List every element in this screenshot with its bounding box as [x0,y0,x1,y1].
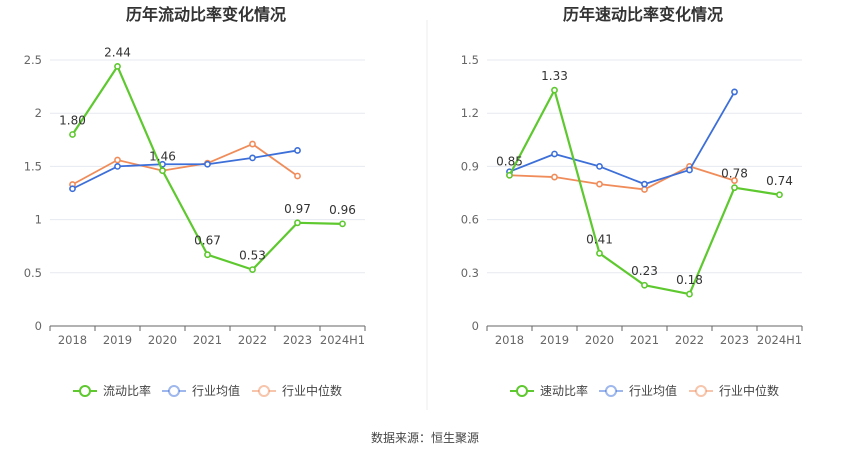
data-point [204,251,211,259]
chart-title: 历年速动比率变化情况 [563,5,723,24]
data-point [249,140,256,148]
x-tick-label: 2020 [585,333,614,347]
data-point [249,266,256,274]
data-point [159,167,166,175]
data-label: 1.46 [149,150,176,164]
legend-swatch-marker [516,385,528,397]
data-point [596,180,603,188]
y-tick-label: 0.9 [461,159,479,173]
data-label: 0.74 [766,174,793,188]
data-label: 1.80 [59,113,86,127]
x-tick-label: 2020 [148,333,177,347]
x-tick-label: 2021 [630,333,659,347]
y-tick-label: 1.5 [461,53,479,67]
data-point [641,180,648,188]
current-ratio-chart: 历年流动比率变化情况 0 0.5 1 1.5 2 2.5 2018 2019 2020 2021 20… [24,5,366,398]
data-label: 1.33 [541,69,568,83]
legend-swatch-marker [79,385,91,397]
legend-label: 行业均值 [629,383,677,398]
legend-label: 行业中位数 [282,383,342,398]
chart-title: 历年流动比率变化情况 [126,5,286,24]
x-tick-label: 2023 [283,333,312,347]
y-tick-label: 2 [35,106,42,120]
series-line-2 [72,143,299,186]
data-label: 0.67 [194,234,221,248]
data-point [551,150,558,158]
legend-label: 流动比率 [103,383,151,398]
data-label: 0.18 [676,273,703,287]
x-tick-label: 2024H1 [320,333,365,347]
data-point [506,171,513,179]
y-tick-label: 1 [35,213,42,227]
x-tick-label: 2024H1 [757,333,802,347]
legend-swatch-marker [695,385,707,397]
data-point [641,186,648,193]
x-tick-label: 2022 [675,333,704,347]
x-tick-label: 2018 [495,333,524,347]
y-tick-label: 0.6 [461,213,479,227]
y-tick-label: 1.2 [461,106,479,120]
data-label: 0.96 [329,203,356,217]
x-tick-label: 2018 [58,333,87,347]
data-label: 0.85 [496,154,523,168]
data-label: 0.53 [239,249,266,263]
data-label: 2.44 [104,45,131,59]
series-line-1 [509,91,736,186]
data-point [249,154,256,162]
y-tick-label: 0.3 [461,266,479,280]
data-point [731,184,738,192]
x-tick-label: 2023 [720,333,749,347]
data-point [641,281,648,289]
data-point [551,173,558,181]
data-point [596,162,603,170]
data-point [339,220,346,228]
data-point [114,162,121,170]
data-point [204,160,211,168]
legend-swatch-marker [258,385,270,397]
x-tick-label: 2022 [238,333,267,347]
data-label: 0.23 [631,264,658,278]
data-point [294,172,301,180]
data-point [596,249,603,257]
legend-label: 行业中位数 [719,383,779,398]
data-point [69,185,76,193]
source-label: 数据来源：恒生聚源 [371,430,479,445]
data-point [731,88,738,96]
y-tick-label: 0 [35,319,42,333]
x-tick-label: 2021 [193,333,222,347]
data-point [776,191,783,199]
data-label: 0.41 [586,232,613,246]
legend-label: 行业均值 [192,383,240,398]
x-tick-label: 2019 [103,333,132,347]
data-label: 0.78 [721,167,748,181]
y-tick-label: 0 [472,319,479,333]
legend-label: 速动比率 [540,383,588,398]
legend-swatch-marker [605,385,617,397]
series-line-1 [72,149,298,190]
data-point [294,147,301,154]
data-point [69,131,76,138]
data-point [686,166,693,174]
data-label: 0.97 [284,202,311,216]
data-point [294,219,301,227]
data-point [731,177,738,184]
y-tick-label: 0.5 [24,266,42,280]
data-point [114,62,121,70]
data-point [114,156,121,164]
y-tick-label: 1.5 [24,159,42,173]
legend-swatch-marker [168,385,180,397]
data-point [686,290,693,298]
data-point [551,86,558,94]
y-tick-label: 2.5 [24,53,42,67]
x-tick-label: 2019 [540,333,569,347]
series-line-2 [509,165,735,191]
quick-ratio-chart: 历年速动比率变化情况 0 0.3 0.6 0.9 1.2 1.5 2018 2019 2020 20… [461,5,803,398]
